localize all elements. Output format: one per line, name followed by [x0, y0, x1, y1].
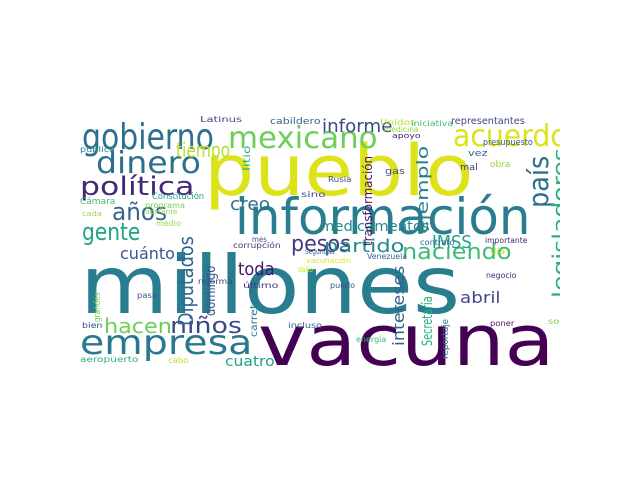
word-cloud-word: legisladores — [548, 148, 560, 298]
word-cloud-word: litio — [242, 145, 253, 171]
word-cloud-word: partido — [324, 236, 405, 257]
word-cloud-word: creo — [230, 194, 270, 215]
word-cloud-word: Constitución — [152, 192, 205, 202]
word-cloud-word: puedo — [330, 281, 356, 290]
word-cloud-word: abril — [460, 288, 501, 307]
word-cloud-word: pueblo — [204, 130, 474, 212]
word-cloud-word: reportaje — [441, 318, 451, 359]
word-cloud-word: mes — [252, 235, 267, 244]
word-cloud-word: Seguridad — [305, 248, 335, 256]
word-cloud-word: transformación — [361, 155, 375, 246]
word-cloud-word: grandes — [93, 292, 103, 322]
word-cloud-word: Diputados — [174, 236, 198, 326]
word-cloud-word: adelante — [145, 208, 178, 216]
word-cloud-word: daño — [298, 265, 313, 274]
word-cloud-word: pública — [80, 145, 115, 154]
word-cloud-word: domingo — [203, 265, 219, 316]
word-cloud-word: vez — [468, 149, 488, 159]
word-cloud-word: cada — [82, 210, 102, 218]
word-cloud-word: informe — [322, 116, 393, 137]
word-cloud-word: cuatro — [225, 354, 275, 368]
word-cloud-word: contrato — [420, 238, 455, 247]
word-cloud-word: mexicano — [228, 121, 378, 156]
word-cloud-word: mal — [460, 163, 478, 173]
word-cloud-word: niños — [170, 314, 242, 339]
word-cloud-word: tiempo — [176, 138, 231, 162]
word-cloud-word: Cámara — [80, 197, 116, 207]
word-cloud-word: hacen — [104, 314, 172, 338]
word-cloud-word: incluso — [288, 321, 323, 330]
word-cloud-word: naciendo — [402, 240, 512, 265]
word-cloud-word: representantes — [451, 116, 525, 127]
word-cloud-word: Latinus — [200, 116, 243, 124]
word-cloud-word: vacuna — [258, 300, 555, 368]
word-cloud-word: solo — [548, 317, 560, 326]
word-cloud-word: iniciativa — [411, 119, 454, 128]
word-cloud-word: importante — [485, 236, 528, 245]
word-cloud-word: programa — [145, 201, 186, 210]
word-cloud-word: último — [243, 281, 279, 290]
word-cloud-word: intereses — [389, 265, 408, 346]
word-cloud: pueblo información millones vacuna gobierno m… — [80, 116, 560, 368]
word-cloud-word: cabildero — [270, 117, 321, 127]
word-cloud-word: sino — [301, 190, 326, 199]
word-cloud-word: cuánto — [120, 244, 175, 263]
word-cloud-word: energía — [356, 335, 387, 344]
word-cloud-word: gobierno — [82, 117, 214, 158]
word-cloud-word: años — [112, 198, 168, 226]
word-cloud-word: medicina — [384, 125, 419, 134]
word-cloud-word: aeropuerto — [80, 355, 139, 364]
word-cloud-word: apoyo — [392, 132, 421, 140]
word-cloud-word: acuerdo — [453, 119, 560, 154]
word-cloud-word: gente — [82, 218, 141, 246]
word-cloud-word: Rusia — [328, 175, 352, 184]
word-cloud-word: empresa — [80, 323, 253, 363]
word-cloud-word: cabo — [168, 356, 189, 365]
word-cloud-word: pasa — [137, 291, 158, 300]
word-cloud-word: pesos — [291, 232, 351, 257]
word-cloud-word: corrupción — [233, 241, 281, 250]
word-cloud-word: dinero — [96, 146, 201, 181]
word-cloud-word: negocio — [486, 271, 517, 280]
word-cloud-word: presupuesto — [483, 138, 533, 148]
word-cloud-word: Unidos — [380, 118, 416, 127]
word-cloud-word: información — [235, 188, 531, 246]
word-cloud-word: obra — [490, 160, 511, 170]
word-cloud-word: IMSS — [432, 232, 472, 253]
word-cloud-word: millones — [80, 239, 461, 332]
word-cloud-word: vacunación — [306, 257, 351, 265]
word-cloud-word: poner — [490, 319, 515, 328]
word-cloud-word: medio — [156, 219, 181, 228]
word-cloud-word: medicamentos — [320, 219, 430, 235]
word-cloud-word: día — [490, 247, 506, 256]
word-cloud-word: política — [80, 172, 195, 202]
word-cloud-word: Secretaría — [420, 296, 436, 346]
word-cloud-word: gas — [385, 167, 405, 177]
word-cloud-word: reforma — [198, 277, 233, 286]
word-cloud-word: toda — [238, 259, 275, 280]
word-cloud-word: Venezuela — [367, 252, 408, 261]
word-cloud-word: carretera — [249, 287, 260, 337]
word-cloud-word: bien — [82, 321, 103, 330]
